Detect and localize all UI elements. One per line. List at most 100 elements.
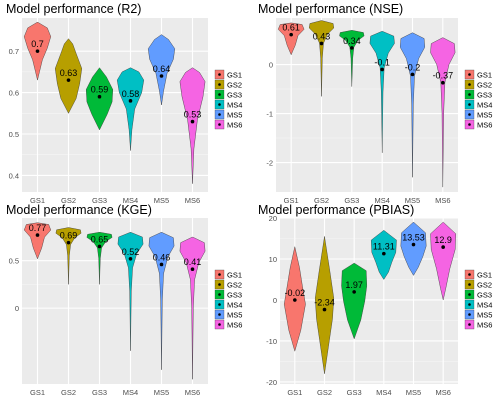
mean-point [128, 99, 133, 103]
violin-gs3 [85, 67, 114, 131]
mean-point [380, 67, 384, 72]
mean-label: 0.7 [31, 39, 44, 49]
x-tick-label: MS4 [123, 196, 138, 205]
legend-label: MS4 [477, 101, 492, 110]
panel-title: Model performance (R2) [6, 2, 141, 16]
x-tick-label: GS2 [314, 196, 329, 205]
x-tick-label: GS1 [284, 196, 299, 205]
x-tick-label: GS3 [92, 388, 107, 397]
x-tick-label: GS3 [347, 388, 362, 397]
mean-label: 0.65 [91, 234, 109, 244]
legend-label: MS6 [477, 321, 492, 330]
y-tick-label: 0 [269, 61, 273, 70]
legend-label: GS3 [477, 91, 492, 100]
legend-label: MS4 [227, 301, 242, 310]
y-tick-label: 0.5 [9, 257, 19, 266]
legend-key-point [218, 313, 221, 316]
violin-ms4 [369, 30, 395, 153]
violin-gs2 [308, 20, 335, 97]
panel-3: Model performance (KGE) 0 0.5 GS1 GS2 GS3 MS4 M… [6, 203, 242, 397]
mean-label: 0.34 [343, 36, 361, 46]
y-tick-label: -20 [266, 378, 277, 387]
plot-background [276, 18, 458, 192]
legend-key-point [468, 313, 471, 316]
mean-label: -0.1 [374, 57, 390, 67]
legend-label: MS4 [227, 101, 242, 110]
mean-label: 0.64 [153, 64, 171, 74]
violin-ms4 [116, 67, 145, 151]
plot-background [22, 218, 208, 384]
x-tick-label: MS6 [185, 388, 200, 397]
legend-key-point [218, 323, 221, 326]
y-tick-label: 0.7 [9, 47, 19, 56]
mean-point [350, 46, 354, 50]
mean-point [66, 240, 71, 245]
legend-label: MS5 [477, 311, 492, 320]
mean-point [410, 72, 415, 77]
x-tick-label: GS1 [30, 196, 45, 205]
mean-label: 1.97 [345, 280, 363, 290]
legend-key-point [468, 83, 471, 86]
mean-point [35, 233, 40, 237]
violin-ms4 [117, 231, 144, 351]
mean-label: 0.61 [282, 23, 300, 33]
y-tick-label: -10 [266, 337, 277, 346]
legend-key-point [218, 103, 221, 106]
x-tick-label: MS4 [376, 388, 391, 397]
violin-gs2 [55, 227, 82, 285]
mean-point [97, 94, 102, 99]
violin-gs1 [277, 22, 305, 56]
mean-label: 0.46 [153, 252, 171, 262]
legend-label: GS2 [227, 281, 242, 290]
panel-title: Model performance (KGE) [6, 203, 152, 217]
legend-label: MS5 [227, 111, 242, 120]
legend-key-point [218, 83, 221, 86]
legend-label: GS3 [477, 291, 492, 300]
mean-point [289, 32, 293, 37]
panel-title: Model performance (NSE) [258, 2, 403, 16]
legend-key-point [468, 323, 471, 326]
mean-label: -0.02 [285, 288, 306, 298]
mean-label: 0.53 [184, 110, 202, 120]
x-tick-label: MS5 [154, 196, 169, 205]
violin-gs1 [23, 222, 52, 260]
y-tick-label: -2 [266, 159, 273, 168]
y-tick-label: -1 [266, 110, 273, 119]
legend-label: GS3 [227, 91, 242, 100]
legend-key-point [218, 293, 221, 296]
violin-gs3 [86, 231, 113, 285]
legend-key-point [468, 123, 471, 126]
y-tick-label: 0 [15, 304, 19, 313]
mean-point [322, 307, 327, 312]
mean-point [128, 256, 133, 261]
mean-point [382, 251, 386, 256]
legend-label: GS2 [227, 81, 242, 90]
violin-gs3 [339, 30, 365, 87]
legend-key-point [468, 283, 471, 286]
violin-gs2 [54, 38, 83, 114]
x-tick-label: MS6 [435, 388, 450, 397]
legend-label: GS1 [227, 271, 242, 280]
mean-label: 0.52 [122, 247, 140, 257]
legend-label: MS5 [477, 111, 492, 120]
mean-point [293, 298, 297, 302]
legend-label: GS1 [477, 71, 492, 80]
violin-ms6 [179, 236, 206, 380]
legend-key-point [468, 103, 471, 106]
violin-ms6 [430, 37, 456, 188]
legend-label: MS6 [227, 121, 242, 130]
x-tick-label: MS5 [406, 388, 421, 397]
legend-key-point [468, 113, 471, 116]
legend-label: MS6 [227, 321, 242, 330]
mean-point [441, 245, 445, 249]
mean-label: 0.77 [29, 223, 47, 233]
legend-key-point [468, 73, 471, 76]
mean-point [35, 49, 40, 53]
plot-background [22, 18, 208, 192]
mean-label: 0.69 [60, 231, 78, 241]
mean-label: -0.37 [433, 71, 454, 81]
